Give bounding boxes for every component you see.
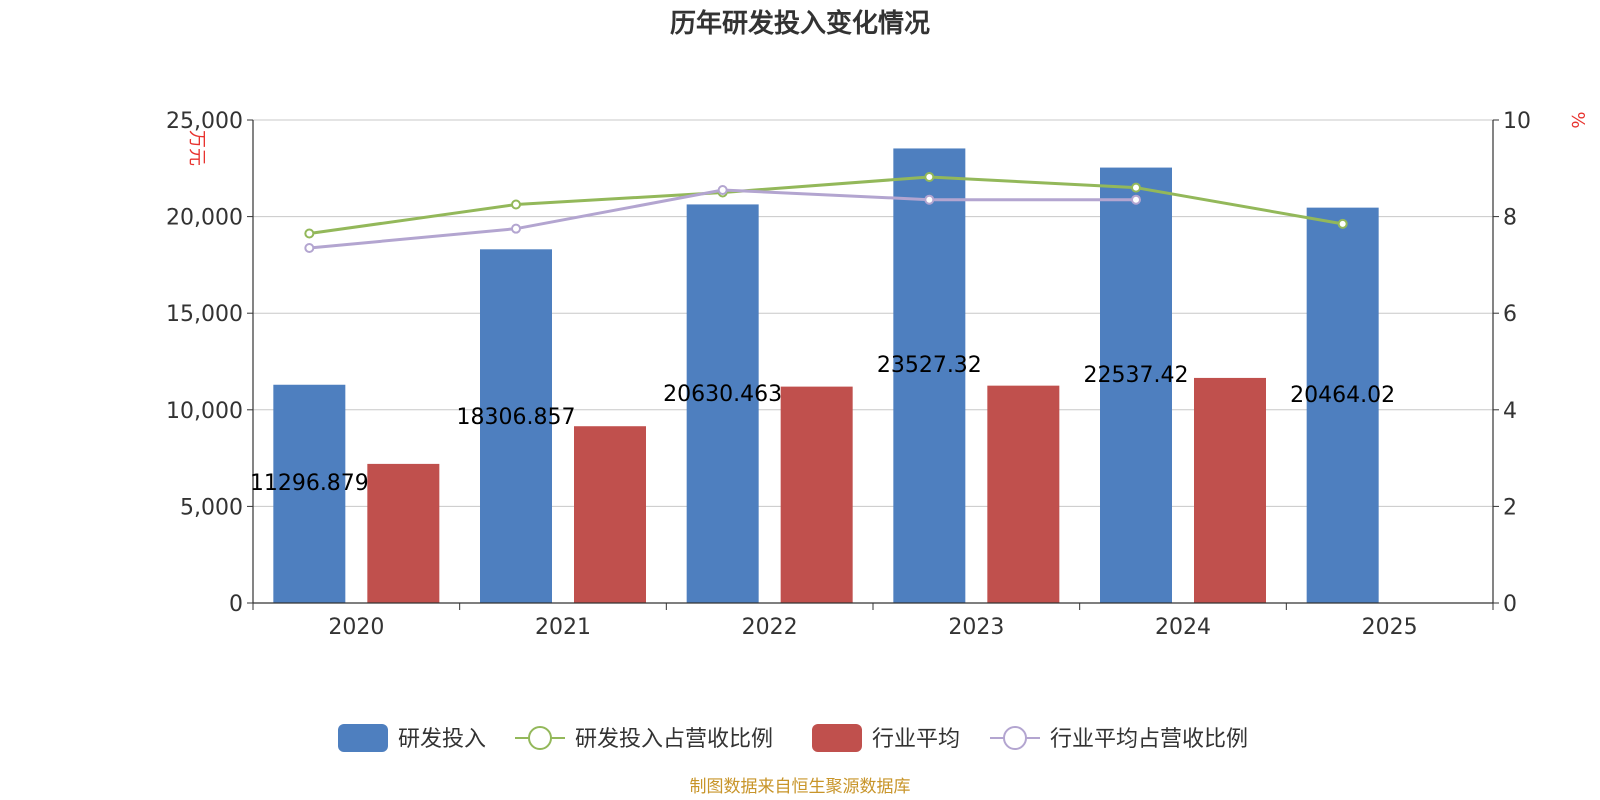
bar-行业平均 [780,386,853,603]
right-axis-tick-label: 10 [1503,109,1531,134]
x-axis-tick-label: 2023 [948,615,1004,640]
source-note: 制图数据来自恒生聚源数据库 [690,777,911,797]
legend-label: 行业平均 [872,727,960,752]
point-研发投入占营收比例 [1131,182,1141,193]
x-axis-tick-label: 2022 [742,615,798,640]
right-axis-tick-label: 2 [1503,495,1517,520]
left-axis-unit: 万元 [186,130,207,166]
bar-data-label: 20630.463 [663,382,782,407]
point-行业平均占营收比例 [304,242,315,253]
right-axis-tick-label: 8 [1503,206,1517,231]
bar-研发投入 [893,148,966,603]
legend-swatch-marker-研发投入占营收比例 [528,726,552,750]
right-axis-tick-label: 4 [1503,399,1517,424]
point-行业平均占营收比例 [924,194,935,205]
point-行业平均占营收比例 [511,223,521,234]
legend-label: 研发投入占营收比例 [575,727,773,752]
chart-title: 历年研发投入变化情况 [670,8,930,39]
gridlines [253,119,1493,507]
left-axis-tick-label: 10,000 [166,399,243,424]
legend-swatch-研发投入 [338,724,388,752]
left-axis-tick-label: 15,000 [166,302,243,327]
bar-行业平均 [987,385,1060,603]
bar-data-label: 20464.02 [1290,383,1395,408]
point-研发投入占营收比例 [1337,218,1348,229]
right-axis-tick-label: 0 [1503,592,1517,617]
point-研发投入占营收比例 [511,199,521,210]
line-series-group [304,171,1348,253]
bar-data-label: 11296.879 [250,471,369,496]
point-行业平均占营收比例 [717,185,728,196]
bar-研发投入 [686,204,759,604]
bar-研发投入 [1100,167,1172,604]
x-axis-tick-label: 2024 [1155,615,1211,640]
bar-行业平均 [1194,377,1266,603]
bar-data-label: 22537.42 [1084,363,1189,388]
x-axis-tick-label: 2021 [535,615,591,640]
axes-group: 0 5,000 10,000 15,000 20,000 25,000 0 2 4 6 8 10 202… [166,109,1531,640]
right-axis-unit: % [1567,111,1588,128]
x-axis-tick-label: 2020 [328,615,384,640]
right-axis-tick-label: 6 [1503,302,1517,327]
point-研发投入占营收比例 [304,228,315,239]
left-axis-tick-label: 20,000 [166,206,243,231]
bar-行业平均 [574,426,646,603]
bar-data-label: 18306.857 [457,405,576,430]
legend-swatch-marker-行业平均占营收比例 [1003,726,1027,750]
left-axis-tick-label: 0 [229,592,243,617]
data-labels-group: 11296.879 18306.857 20630.463 23527.32 22537… [250,353,1395,496]
left-axis-tick-label: 25,000 [166,109,243,134]
bar-研发投入 [1306,207,1379,603]
bar-series-group [273,148,1379,604]
legend: 研发投入 研发投入占营收比例 行业平均 行业平均占营收比例 [338,724,1248,752]
line-研发投入占营收比例 [309,175,1343,235]
left-axis-tick-label: 5,000 [180,495,243,520]
x-axis-tick-label: 2025 [1362,615,1418,640]
legend-label: 行业平均占营收比例 [1050,727,1248,752]
bar-研发投入 [273,384,346,603]
point-行业平均占营收比例 [1131,194,1141,205]
bar-data-label: 23527.32 [877,353,982,378]
point-研发投入占营收比例 [924,171,935,182]
legend-label: 研发投入 [398,727,486,752]
bar-研发投入 [480,249,552,603]
bar-行业平均 [367,463,440,603]
legend-swatch-行业平均 [812,724,862,752]
